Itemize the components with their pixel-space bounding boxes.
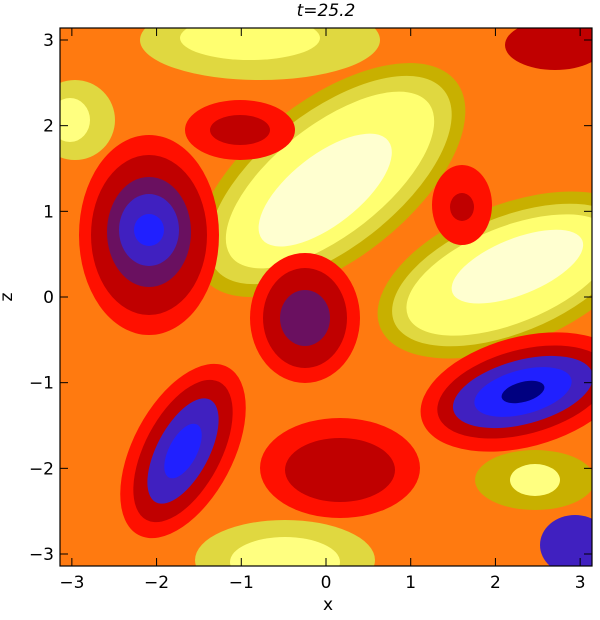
x-axis-label: x: [323, 595, 333, 615]
contour-field: [60, 28, 592, 566]
y-tick-label: 0: [43, 288, 54, 308]
y-tick-label: 2: [43, 117, 54, 137]
x-tick-label: −2: [144, 573, 169, 593]
x-tick-label: −1: [229, 573, 254, 593]
y-tick-label: 3: [43, 31, 54, 51]
y-tick-label: −2: [29, 459, 54, 479]
y-tick-label: −1: [29, 374, 54, 394]
x-tick-label: −3: [59, 573, 84, 593]
x-tick-label: 0: [321, 573, 332, 593]
y-tick-label: −3: [29, 545, 54, 565]
y-tick-label: 1: [43, 202, 54, 222]
x-tick-label: 1: [405, 573, 416, 593]
x-tick-label: 2: [490, 573, 501, 593]
chart-title: t=25.2: [297, 1, 356, 21]
x-tick-label: 3: [575, 573, 586, 593]
y-axis-label: z: [0, 292, 17, 301]
